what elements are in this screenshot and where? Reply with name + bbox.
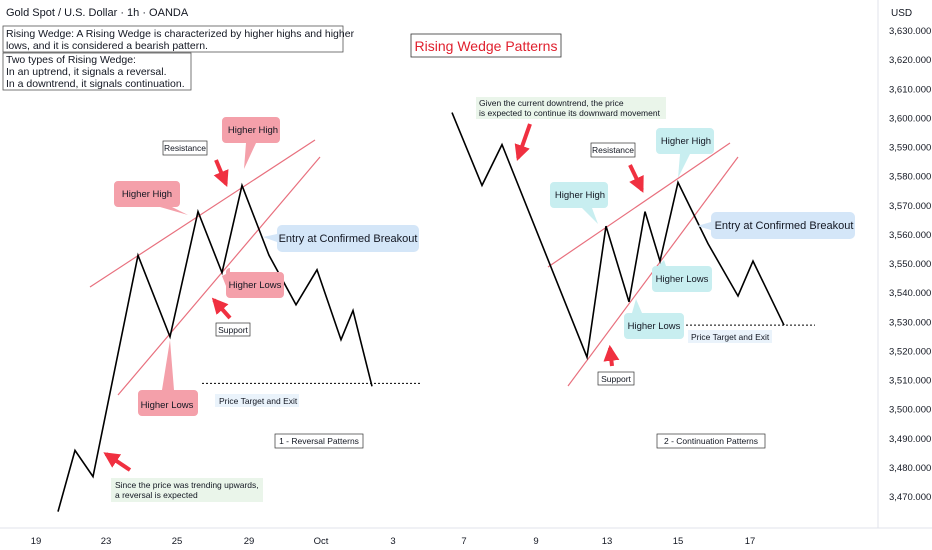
panel-reversal: Higher High Higher High Higher Lows High… bbox=[57, 117, 420, 512]
entry-label-1: Entry at Confirmed Breakout bbox=[263, 225, 419, 252]
types-note: Two types of Rising Wedge: In an uptrend… bbox=[2, 52, 192, 91]
entry-label-2: Entry at Confirmed Breakout bbox=[697, 212, 855, 239]
x-tick-label: Oct bbox=[314, 536, 329, 547]
target-label-bg-1 bbox=[215, 394, 299, 407]
resistance-text-1: Resistance bbox=[164, 143, 206, 153]
x-tick-label: 15 bbox=[673, 536, 684, 547]
target-text-1: Price Target and Exit bbox=[219, 396, 298, 406]
x-tick-label: 23 bbox=[101, 536, 112, 547]
chart-title: Rising Wedge Patterns bbox=[415, 38, 558, 54]
resistance-label-1: Resistance bbox=[162, 140, 208, 156]
target-text-2: Price Target and Exit bbox=[691, 332, 770, 342]
higher-high-label-2: Higher High bbox=[222, 117, 280, 169]
higher-high-text-4: Higher High bbox=[661, 136, 711, 147]
y-tick-label: 3,540.000 bbox=[889, 288, 931, 299]
types-line-1: Two types of Rising Wedge: bbox=[6, 54, 136, 66]
support-text-1: Support bbox=[218, 325, 248, 335]
higher-lows-label-3: Higher Lows bbox=[652, 260, 712, 292]
y-tick-label: 3,610.000 bbox=[889, 84, 931, 95]
y-tick-label: 3,500.000 bbox=[889, 405, 931, 416]
target-label-bg-2 bbox=[688, 330, 772, 343]
y-tick-label: 3,600.000 bbox=[889, 113, 931, 124]
note-arrow-1 bbox=[103, 452, 132, 472]
support-arrow-1 bbox=[211, 297, 232, 320]
y-tick-label: 3,590.000 bbox=[889, 143, 931, 154]
types-line-2: In an uptrend, it signals a reversal. bbox=[6, 66, 167, 78]
price-line-reversal bbox=[57, 182, 373, 512]
chart-title-box bbox=[410, 33, 562, 58]
note-arrow-2 bbox=[514, 123, 532, 162]
y-tick-label: 3,470.000 bbox=[889, 492, 931, 503]
y-tick-label: 3,560.000 bbox=[889, 230, 931, 241]
resistance-arrow-1 bbox=[213, 159, 229, 187]
support-line-1 bbox=[117, 156, 321, 396]
support-label-1: Support bbox=[215, 322, 251, 337]
x-tick-label: 13 bbox=[602, 536, 613, 547]
entry-text-1: Entry at Confirmed Breakout bbox=[279, 233, 418, 245]
higher-high-text-1: Higher High bbox=[122, 189, 172, 200]
resistance-arrow-2 bbox=[628, 164, 644, 193]
types-line-3: In a downtrend, it signals continuation. bbox=[6, 78, 185, 90]
resistance-text-2: Resistance bbox=[592, 145, 634, 155]
panel-label-box-2 bbox=[656, 433, 766, 449]
price-line-continuation bbox=[451, 112, 785, 361]
higher-high-text-2: Higher High bbox=[228, 125, 278, 136]
x-tick-label: 9 bbox=[533, 536, 538, 547]
x-tick-label: 7 bbox=[461, 536, 466, 547]
x-tick-label: 3 bbox=[390, 536, 395, 547]
higher-high-label-3: Higher High bbox=[550, 182, 608, 224]
continuation-note-line-2: is expected to continue its downward mov… bbox=[479, 108, 661, 118]
higher-lows-label-1: Higher Lows bbox=[138, 340, 198, 416]
y-tick-label: 3,630.000 bbox=[889, 26, 931, 37]
support-arrow-2 bbox=[603, 344, 620, 367]
symbol-title: Gold Spot / U.S. Dollar · 1h · OANDA bbox=[6, 7, 189, 19]
reversal-note-line-2: a reversal is expected bbox=[115, 490, 198, 500]
higher-high-label-4: Higher High bbox=[656, 128, 714, 178]
y-tick-label: 3,510.000 bbox=[889, 376, 931, 387]
y-tick-label: 3,490.000 bbox=[889, 434, 931, 445]
y-tick-label: 3,620.000 bbox=[889, 55, 931, 66]
continuation-note-line-1: Given the current downtrend, the price bbox=[479, 98, 624, 108]
y-tick-label: 3,580.000 bbox=[889, 172, 931, 183]
y-tick-label: 3,570.000 bbox=[889, 201, 931, 212]
higher-high-text-3: Higher High bbox=[555, 190, 605, 201]
higher-lows-text-1: Higher Lows bbox=[141, 400, 194, 411]
panel-label-2: 2 - Continuation Patterns bbox=[664, 436, 758, 446]
y-axis-ticks: 3,470.000 3,480.000 3,490.000 3,500.000 3,51… bbox=[889, 26, 931, 503]
higher-lows-label-4: Higher Lows bbox=[624, 299, 684, 339]
y-tick-label: 3,520.000 bbox=[889, 346, 931, 357]
resistance-label-2: Resistance bbox=[590, 142, 636, 158]
x-tick-label: 29 bbox=[244, 536, 255, 547]
x-axis-ticks: 19 23 25 29 Oct 3 7 9 13 15 17 bbox=[31, 536, 756, 547]
support-label-2: Support bbox=[597, 371, 635, 386]
y-tick-label: 3,550.000 bbox=[889, 259, 931, 270]
currency-label: USD bbox=[891, 8, 912, 19]
reversal-note-bg bbox=[111, 478, 263, 502]
resistance-line-1 bbox=[89, 139, 316, 288]
higher-lows-label-2: Higher Lows bbox=[222, 268, 284, 298]
x-tick-label: 19 bbox=[31, 536, 42, 547]
higher-lows-text-2: Higher Lows bbox=[229, 280, 282, 291]
panel-label-box-1 bbox=[274, 433, 364, 449]
reversal-note-line-1: Since the price was trending upwards, bbox=[115, 480, 259, 490]
panel-label-1: 1 - Reversal Patterns bbox=[279, 436, 359, 446]
y-tick-label: 3,530.000 bbox=[889, 317, 931, 328]
x-tick-label: 17 bbox=[745, 536, 756, 547]
higher-high-label-1: Higher High bbox=[114, 181, 188, 215]
higher-lows-text-3: Higher Lows bbox=[656, 274, 709, 285]
panel-continuation: Higher High Higher High Higher Lows High… bbox=[451, 97, 855, 449]
continuation-note-bg bbox=[476, 97, 666, 119]
support-text-2: Support bbox=[601, 374, 631, 384]
definition-line-1: Rising Wedge: A Rising Wedge is characte… bbox=[6, 28, 355, 40]
resistance-line-2 bbox=[547, 142, 731, 268]
x-tick-label: 25 bbox=[172, 536, 183, 547]
definition-line-2: lows, and it is considered a bearish pat… bbox=[6, 40, 208, 52]
higher-lows-text-4: Higher Lows bbox=[628, 321, 681, 332]
y-tick-label: 3,480.000 bbox=[889, 463, 931, 474]
entry-text-2: Entry at Confirmed Breakout bbox=[715, 220, 854, 232]
definition-note: Rising Wedge: A Rising Wedge is characte… bbox=[2, 25, 355, 53]
